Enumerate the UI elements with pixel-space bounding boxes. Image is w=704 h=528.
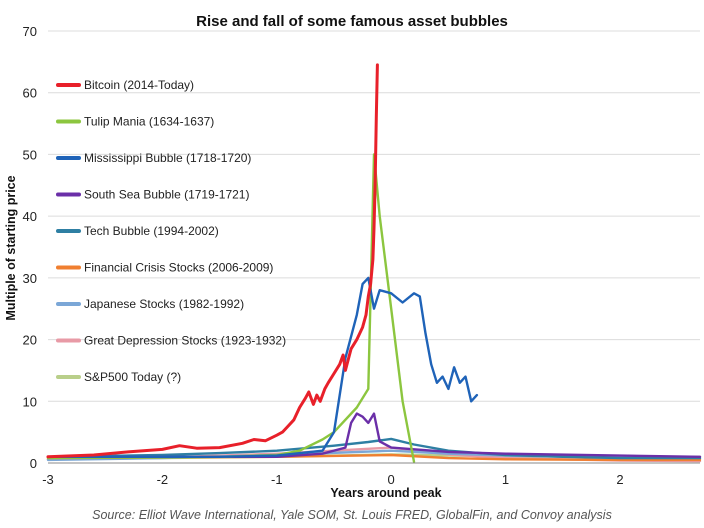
y-tick-label: 50 — [23, 147, 37, 162]
y-tick-label: 10 — [23, 394, 37, 409]
y-tick-label: 20 — [23, 333, 37, 348]
x-tick-label: -2 — [157, 472, 169, 487]
legend-label: Japanese Stocks (1982-1992) — [84, 297, 244, 311]
series-lines — [46, 63, 702, 463]
y-tick-label: 0 — [30, 456, 37, 471]
series-line-4 — [46, 437, 702, 460]
y-axis-label: Multiple of starting price — [4, 175, 18, 320]
y-tick-labels: 0 10 20 30 40 50 60 70 — [23, 24, 37, 471]
legend-label: Mississippi Bubble (1718-1720) — [84, 151, 251, 165]
y-tick-label: 40 — [23, 209, 37, 224]
x-tick-label: 1 — [502, 472, 509, 487]
x-tick-label: 2 — [616, 472, 623, 487]
series-line-0 — [46, 63, 379, 459]
x-axis-label: Years around peak — [330, 486, 441, 500]
legend-label: S&P500 Today (?) — [84, 370, 181, 384]
x-tick-label: -3 — [42, 472, 54, 487]
legend-label: Tech Bubble (1994-2002) — [84, 224, 219, 238]
x-tick-label: -1 — [271, 472, 283, 487]
x-tick-labels: -3 -2 -1 0 1 2 — [42, 472, 623, 487]
source-note: Source: Elliot Wave International, Yale … — [92, 508, 612, 522]
series-line-3 — [46, 412, 702, 458]
x-tick-label: 0 — [388, 472, 395, 487]
y-tick-label: 70 — [23, 24, 37, 39]
legend-label: Bitcoin (2014-Today) — [84, 78, 194, 92]
y-tick-label: 30 — [23, 271, 37, 286]
legend-label: Great Depression Stocks (1923-1932) — [84, 334, 286, 348]
series-line-2 — [46, 276, 479, 458]
legend-label: Tulip Mania (1634-1637) — [84, 115, 214, 129]
chart-title: Rise and fall of some famous asset bubbl… — [196, 13, 508, 30]
legend-label: Financial Crisis Stocks (2006-2009) — [84, 261, 273, 275]
legend-label: South Sea Bubble (1719-1721) — [84, 188, 249, 202]
y-tick-label: 60 — [23, 86, 37, 101]
legend: Bitcoin (2014-Today) Tulip Mania (1634-16… — [56, 78, 286, 384]
